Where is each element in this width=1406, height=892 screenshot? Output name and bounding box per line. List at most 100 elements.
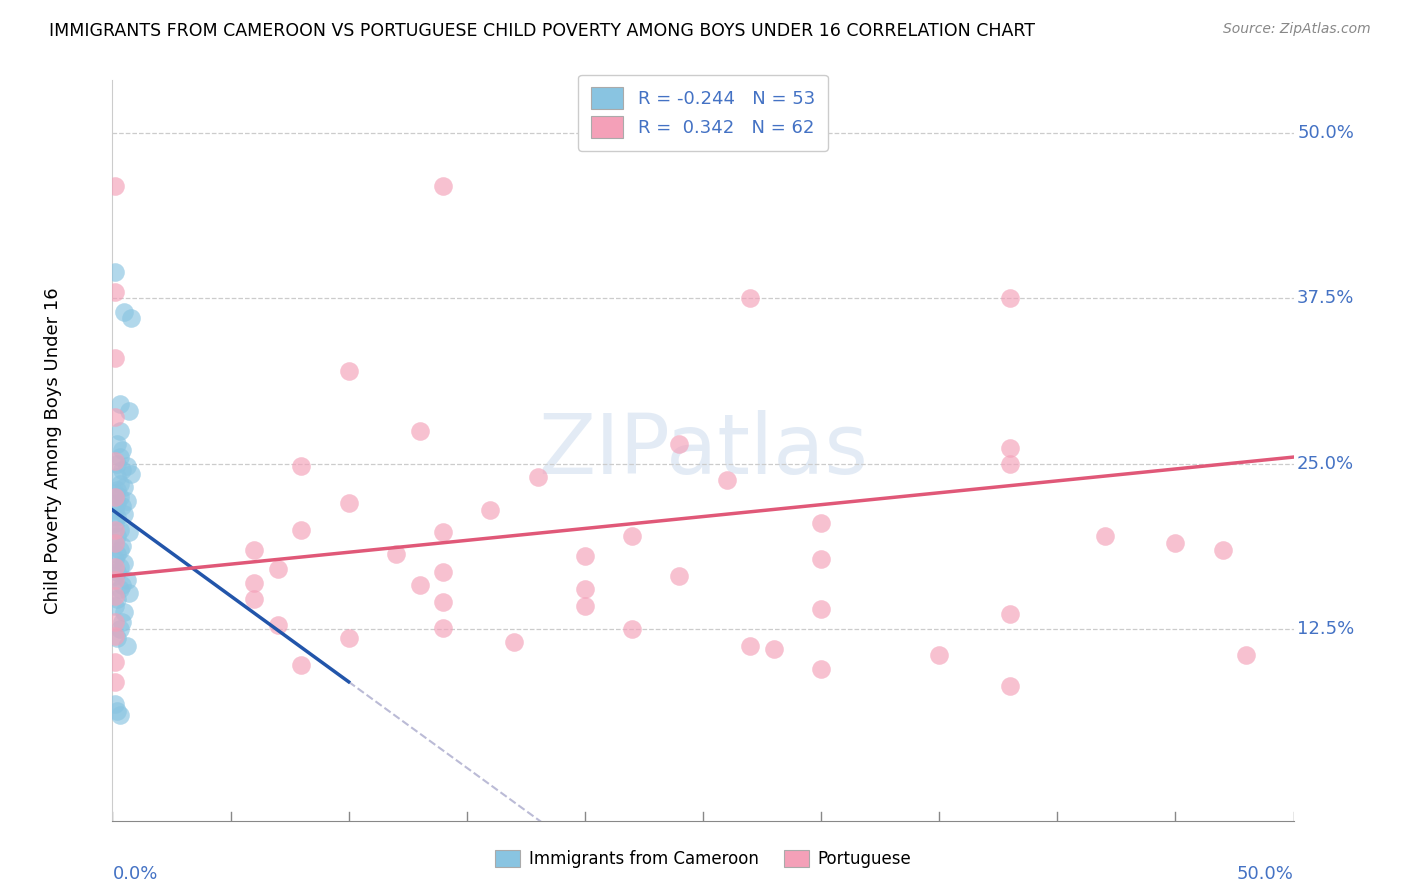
Point [105,704,128,718]
Point [810,662,832,676]
Point [810,602,832,616]
Point [104,536,127,550]
Point [105,529,128,543]
Point [108,424,131,438]
Text: Child Poverty Among Boys Under 16: Child Poverty Among Boys Under 16 [45,287,62,614]
Point [432,525,454,540]
Point [290,657,312,672]
Point [432,621,454,635]
Point [716,473,738,487]
Point [118,586,141,600]
Point [810,552,832,566]
Point [111,539,134,553]
Point [621,622,644,636]
Point [111,578,134,592]
Point [115,459,138,474]
Point [385,547,408,561]
Text: Source: ZipAtlas.com: Source: ZipAtlas.com [1223,22,1371,37]
Point [526,470,548,484]
Text: 25.0%: 25.0% [1298,455,1354,473]
Point [115,493,138,508]
Point [108,523,131,537]
Point [105,631,128,645]
Point [112,507,135,521]
Point [104,573,127,587]
Point [432,565,454,579]
Point [104,599,127,614]
Point [104,516,127,531]
Point [105,509,128,524]
Point [111,463,134,477]
Point [108,707,131,722]
Point [104,655,127,669]
Text: 0.0%: 0.0% [112,865,157,883]
Point [105,591,128,606]
Point [267,562,290,576]
Point [105,496,128,510]
Point [243,591,266,606]
Point [408,424,430,438]
Point [998,292,1021,306]
Point [104,552,127,566]
Point [104,485,127,500]
Point [104,589,127,603]
Point [108,559,131,574]
Legend: Immigrants from Cameroon, Portuguese: Immigrants from Cameroon, Portuguese [489,843,917,875]
Point [810,516,832,531]
Point [115,639,138,653]
Point [740,639,762,653]
Point [432,179,454,194]
Point [104,490,127,504]
Point [105,437,128,451]
Point [111,443,134,458]
Point [104,698,127,712]
Point [104,454,127,468]
Point [105,470,128,484]
Point [267,618,290,632]
Point [243,542,266,557]
Point [104,410,127,425]
Point [108,450,131,464]
Point [111,615,134,630]
Text: 12.5%: 12.5% [1298,620,1354,638]
Point [1234,648,1257,663]
Point [408,578,430,592]
Point [337,496,360,510]
Point [1212,542,1234,557]
Point [104,351,127,365]
Point [104,265,127,279]
Point [243,575,266,590]
Text: 50.0%: 50.0% [1237,865,1294,883]
Point [112,481,135,495]
Point [112,605,135,619]
Point [668,437,690,451]
Point [762,641,785,656]
Point [998,679,1021,693]
Point [574,599,596,614]
Point [118,404,141,418]
Point [1164,536,1187,550]
Point [108,582,131,597]
Point [112,304,135,318]
Point [104,285,127,299]
Text: IMMIGRANTS FROM CAMEROON VS PORTUGUESE CHILD POVERTY AMONG BOYS UNDER 16 CORRELA: IMMIGRANTS FROM CAMEROON VS PORTUGUESE C… [49,22,1035,40]
Text: 37.5%: 37.5% [1298,289,1354,308]
Point [105,547,128,561]
Point [105,565,128,579]
Point [104,503,127,517]
Point [118,525,141,540]
Point [104,536,127,550]
Point [104,569,127,583]
Point [337,364,360,378]
Point [108,490,131,504]
Point [111,499,134,513]
Legend: R = -0.244   N = 53, R =  0.342   N = 62: R = -0.244 N = 53, R = 0.342 N = 62 [578,75,828,151]
Point [621,529,644,543]
Point [998,607,1021,622]
Point [668,569,690,583]
Point [112,556,135,570]
Point [1094,529,1116,543]
Point [104,179,127,194]
Point [574,582,596,597]
Point [115,573,138,587]
